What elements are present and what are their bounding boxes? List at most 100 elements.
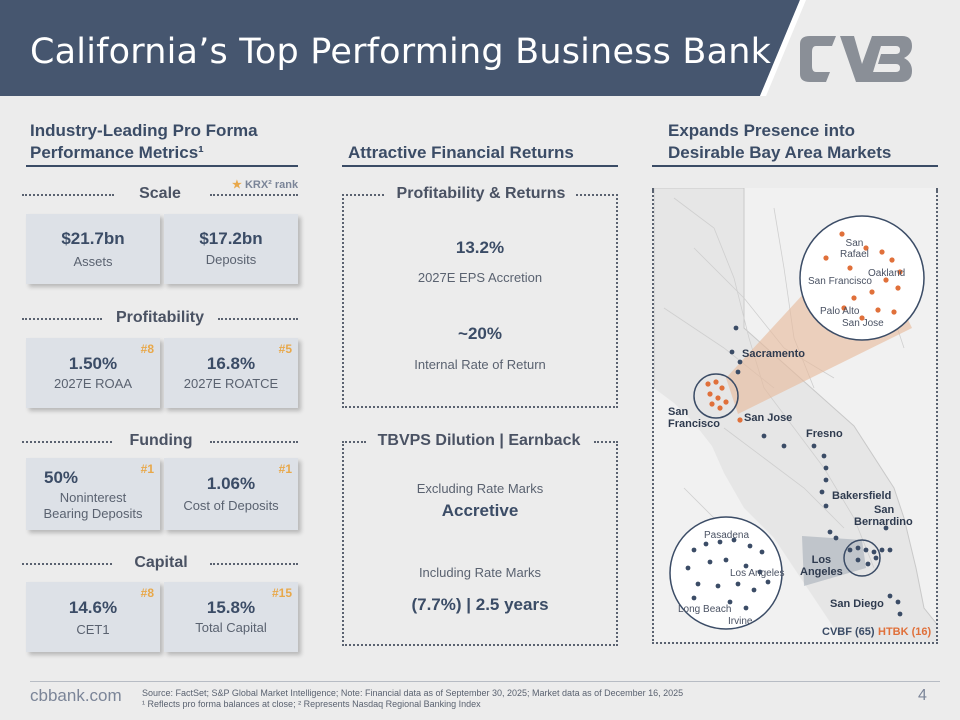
- deposits-label: Deposits: [205, 252, 257, 267]
- excl-rate-marks-value: Accretive: [441, 501, 519, 520]
- capital-divider-left: [22, 563, 112, 565]
- california-map: Sacramento San Francisco San Jose Fresno…: [652, 188, 938, 644]
- cet1-card: #8 14.6% CET1: [26, 582, 160, 652]
- mid-column-heading: Attractive Financial Returns: [348, 143, 574, 162]
- city-sf-line1: San: [668, 406, 689, 418]
- eps-accretion-value: 13.2%: [455, 238, 505, 257]
- slide-header: California’s Top Performing Business Ban…: [0, 0, 960, 96]
- city-sf-line2: Francisco: [668, 418, 720, 430]
- assets-label: Assets: [73, 254, 113, 269]
- roatce-card: #5 16.8% 2027E ROATCE: [164, 338, 298, 408]
- incl-rate-marks-label: Including Rate Marks: [418, 565, 542, 580]
- irr-value: ~20%: [458, 324, 502, 343]
- inset-san-rafael-line2: Rafael: [840, 249, 869, 260]
- inset-san-rafael: San Rafael: [840, 238, 869, 260]
- inset-palo-alto: Palo Alto: [820, 306, 860, 317]
- profitability-returns-divider-right: [576, 194, 618, 196]
- profitability-label: Profitability: [115, 309, 204, 326]
- legend-cvbf: CVBF (65): [822, 626, 875, 638]
- total-capital-value: 15.8%: [206, 598, 256, 617]
- left-heading-line2: Performance Metrics¹: [30, 143, 204, 162]
- inset-san-rafael-line1: San: [845, 238, 864, 249]
- city-sb-line1: San: [874, 504, 895, 516]
- funding-divider-right: [210, 441, 298, 443]
- cvb-logo-icon: [800, 36, 912, 82]
- inset-long-beach: Long Beach: [678, 604, 732, 615]
- total-capital-rank: #15: [271, 586, 292, 600]
- header-band: [0, 0, 806, 96]
- tbvps-divider-left: [342, 441, 366, 443]
- profitability-returns-title: Profitability & Returns: [396, 185, 566, 202]
- tbvps-box: [342, 441, 618, 646]
- roatce-rank: #5: [278, 342, 292, 356]
- tbvps-divider-right: [594, 441, 618, 443]
- capital-label: Capital: [134, 554, 188, 571]
- nib-rank: #1: [140, 462, 154, 476]
- tbvps-title: TBVPS Dilution | Earnback: [377, 432, 581, 449]
- deposits-value: $17.2bn: [199, 229, 263, 248]
- funding-divider-left: [22, 441, 112, 443]
- footer-source-line2: ¹ Reflects pro forma balances at close; …: [142, 699, 481, 709]
- roatce-value: 16.8%: [206, 354, 256, 373]
- site-url: cbbank.com: [30, 686, 122, 705]
- left-heading-rule: [26, 165, 298, 167]
- city-la-line1: Los: [811, 554, 832, 566]
- nib-value: 50%: [43, 468, 79, 487]
- scale-divider-left: [22, 194, 114, 196]
- left-column-heading: Industry-Leading Pro Forma Performance M…: [30, 120, 258, 164]
- roaa-rank: #8: [140, 342, 154, 356]
- profitability-divider-left: [22, 318, 102, 320]
- krx-note-text: KRX² rank: [244, 179, 299, 191]
- eps-accretion-label: 2027E EPS Accretion: [417, 270, 543, 285]
- left-heading-line1: Industry-Leading Pro Forma: [30, 121, 258, 140]
- star-icon: ★: [232, 179, 242, 191]
- city-fresno: Fresno: [806, 428, 843, 440]
- scale-divider-right: [210, 194, 298, 196]
- roaa-card: #8 1.50% 2027E ROAA: [26, 338, 160, 408]
- city-san-francisco: San Francisco: [668, 406, 720, 430]
- profitability-returns-divider-left: [342, 194, 384, 196]
- assets-value: $21.7bn: [61, 229, 125, 248]
- assets-card: $21.7bn Assets: [26, 214, 160, 284]
- city-san-jose: San Jose: [744, 412, 793, 424]
- page-number: 4: [918, 687, 927, 704]
- scale-label: Scale: [139, 185, 181, 202]
- city-san-diego: San Diego: [830, 598, 884, 610]
- map-graphic: [654, 188, 936, 642]
- cet1-rank: #8: [140, 586, 154, 600]
- footer-sources: Source: FactSet; S&P Global Market Intel…: [142, 688, 683, 710]
- roaa-label: 2027E ROAA: [53, 376, 133, 391]
- legend-htbk: HTBK (16): [878, 626, 932, 638]
- krx-note: ★ KRX² rank: [232, 178, 298, 191]
- city-sb-line2: Bernardino: [854, 516, 913, 528]
- city-sacramento: Sacramento: [742, 348, 805, 360]
- inset-san-jose: San Jose: [842, 318, 884, 329]
- mid-heading-rule: [342, 165, 618, 167]
- right-heading-line1: Expands Presence into: [668, 121, 856, 140]
- capital-divider-right: [210, 563, 298, 565]
- city-san-bernardino: San Bernardino: [854, 504, 913, 528]
- city-los-angeles: Los Angeles: [800, 554, 843, 578]
- nib-label-line1: Noninterest: [59, 490, 127, 505]
- profitability-returns-box: [342, 194, 618, 408]
- cod-value: 1.06%: [206, 474, 256, 493]
- nib-card: #1 50% Noninterest Bearing Deposits: [26, 458, 160, 530]
- nib-label: Noninterest Bearing Deposits: [26, 490, 160, 522]
- inset-oakland: Oakland: [868, 268, 906, 279]
- cod-card: #1 1.06% Cost of Deposits: [164, 458, 298, 530]
- footer-rule: [30, 681, 940, 682]
- inset-irvine: Irvine: [728, 616, 753, 627]
- slide-title: California’s Top Performing Business Ban…: [30, 32, 772, 72]
- cod-label: Cost of Deposits: [183, 498, 279, 513]
- irr-label: Internal Rate of Return: [414, 357, 546, 372]
- cet1-label: CET1: [76, 622, 110, 637]
- excl-rate-marks-label: Excluding Rate Marks: [416, 481, 544, 496]
- cet1-value: 14.6%: [68, 598, 118, 617]
- roaa-value: 1.50%: [68, 354, 118, 373]
- right-heading-rule: [652, 165, 938, 167]
- city-la-line2: Angeles: [800, 566, 843, 578]
- deposits-card: $17.2bn Deposits: [164, 214, 298, 284]
- total-capital-card: #15 15.8% Total Capital: [164, 582, 298, 652]
- cod-rank: #1: [278, 462, 292, 476]
- total-capital-label: Total Capital: [195, 620, 267, 635]
